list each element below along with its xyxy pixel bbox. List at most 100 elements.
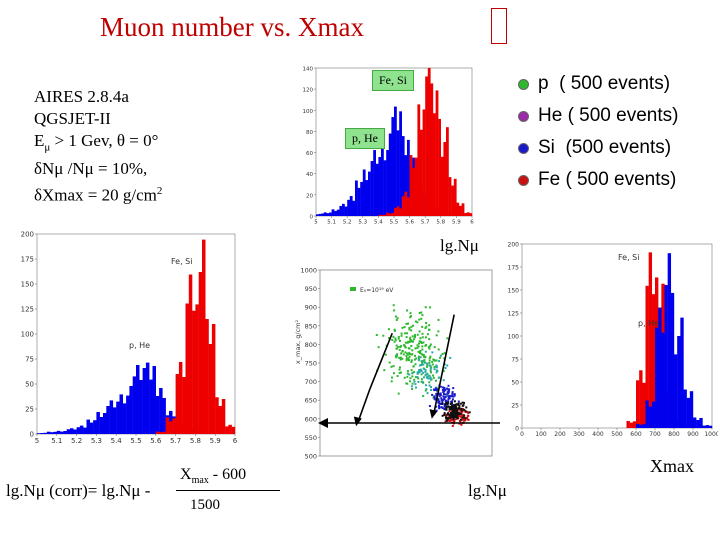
left-fe-si-label: Fe, Si	[171, 257, 192, 266]
point-fe-core	[455, 414, 458, 417]
bar-phe-17	[686, 397, 691, 428]
x-tick-label: 5.9	[452, 220, 461, 226]
bar-phe-5	[89, 422, 94, 434]
point-p	[402, 353, 405, 356]
point-fe	[461, 408, 464, 410]
bar-fesi-13	[420, 129, 423, 216]
bar-fesi-18	[459, 205, 462, 216]
bar-phe-2	[56, 430, 61, 434]
point-fe-core	[456, 416, 458, 419]
y-tick-label: 100	[303, 109, 314, 115]
point-si	[440, 406, 443, 409]
point-si	[453, 394, 456, 397]
bar-phe-7	[109, 400, 114, 434]
green-dot-icon	[518, 79, 529, 90]
point-si	[431, 393, 434, 396]
point-p	[435, 379, 437, 382]
point-p	[399, 366, 401, 369]
point-p	[414, 334, 416, 336]
point-si	[438, 404, 440, 407]
bar-phe-14	[658, 307, 662, 428]
red-dot-icon	[518, 175, 529, 186]
y-tick-label: 175	[508, 265, 520, 272]
bar-fesi-8	[383, 214, 387, 216]
xmax-label: Xmax	[650, 456, 694, 476]
point-p	[435, 334, 438, 337]
point-p	[428, 381, 431, 384]
point-fe-core	[455, 408, 458, 410]
point-fe-core	[453, 400, 456, 403]
point-he	[426, 373, 429, 375]
point-p	[395, 344, 398, 347]
point-si	[443, 408, 446, 410]
point-p	[422, 395, 425, 397]
point-fe	[466, 418, 469, 421]
x-tick-label: 5.4	[374, 220, 383, 226]
point-p	[431, 360, 434, 363]
point-fe-core	[448, 413, 451, 416]
bar-fesi-13	[165, 417, 170, 434]
point-p	[406, 341, 409, 344]
point-fe-core	[446, 418, 449, 421]
point-p	[418, 340, 421, 343]
point-he	[418, 358, 421, 361]
bar-phe-11	[145, 362, 150, 434]
point-p	[405, 355, 408, 358]
bar-fesi-17	[448, 177, 452, 216]
point-p	[405, 336, 408, 339]
bar-phe-4	[349, 196, 353, 216]
point-p	[425, 344, 428, 346]
bar-phe-12	[155, 396, 160, 434]
x-tick-label: 900	[687, 431, 699, 438]
point-p	[443, 357, 446, 360]
point-p	[423, 355, 425, 358]
point-he	[418, 369, 421, 372]
point-p	[421, 378, 423, 381]
param-line-1: AIRES 2.8.4a	[34, 87, 129, 106]
bar-phe-3	[339, 205, 343, 216]
point-p	[432, 376, 435, 379]
point-p	[424, 389, 427, 392]
point-he	[426, 377, 429, 380]
point-p	[432, 396, 435, 399]
point-p	[428, 347, 431, 350]
y-tick-label: 700	[305, 378, 317, 386]
point-p	[431, 363, 434, 366]
point-si	[441, 398, 444, 401]
bar-fesi-17	[205, 319, 209, 434]
point-p	[408, 328, 411, 331]
point-p	[391, 338, 394, 341]
point-p	[437, 330, 440, 333]
point-p	[410, 340, 413, 343]
point-fe	[451, 425, 454, 427]
point-p	[418, 312, 421, 314]
point-p	[404, 351, 407, 354]
bar-fesi-14	[427, 68, 431, 216]
point-he	[439, 354, 442, 357]
x-tick-label: 400	[592, 431, 604, 438]
point-p	[394, 337, 397, 340]
bar-phe-8	[116, 401, 120, 434]
point-si	[433, 395, 436, 398]
bar-phe-1	[323, 212, 327, 216]
point-si	[428, 405, 431, 407]
y-tick-label: 0	[30, 431, 34, 439]
point-fe-core	[452, 417, 455, 420]
x-tick-label: 200	[554, 431, 566, 438]
point-p	[404, 345, 407, 348]
y-tick-label: 75	[511, 357, 519, 364]
param-line-5: δXmax = 20 g/cm2	[34, 185, 163, 206]
point-he	[423, 368, 426, 371]
bar-fesi-13	[417, 104, 421, 216]
point-p	[410, 325, 413, 328]
point-fe-core	[444, 416, 447, 419]
point-p	[409, 380, 411, 383]
point-si	[435, 409, 438, 412]
point-p	[400, 352, 403, 355]
bar-phe-19	[705, 425, 710, 428]
bar-phe-4	[352, 200, 356, 216]
point-fe	[467, 412, 470, 414]
y-tick-label: 75	[25, 356, 34, 364]
point-p	[428, 345, 431, 348]
y-tick-label: 1000	[300, 267, 317, 275]
